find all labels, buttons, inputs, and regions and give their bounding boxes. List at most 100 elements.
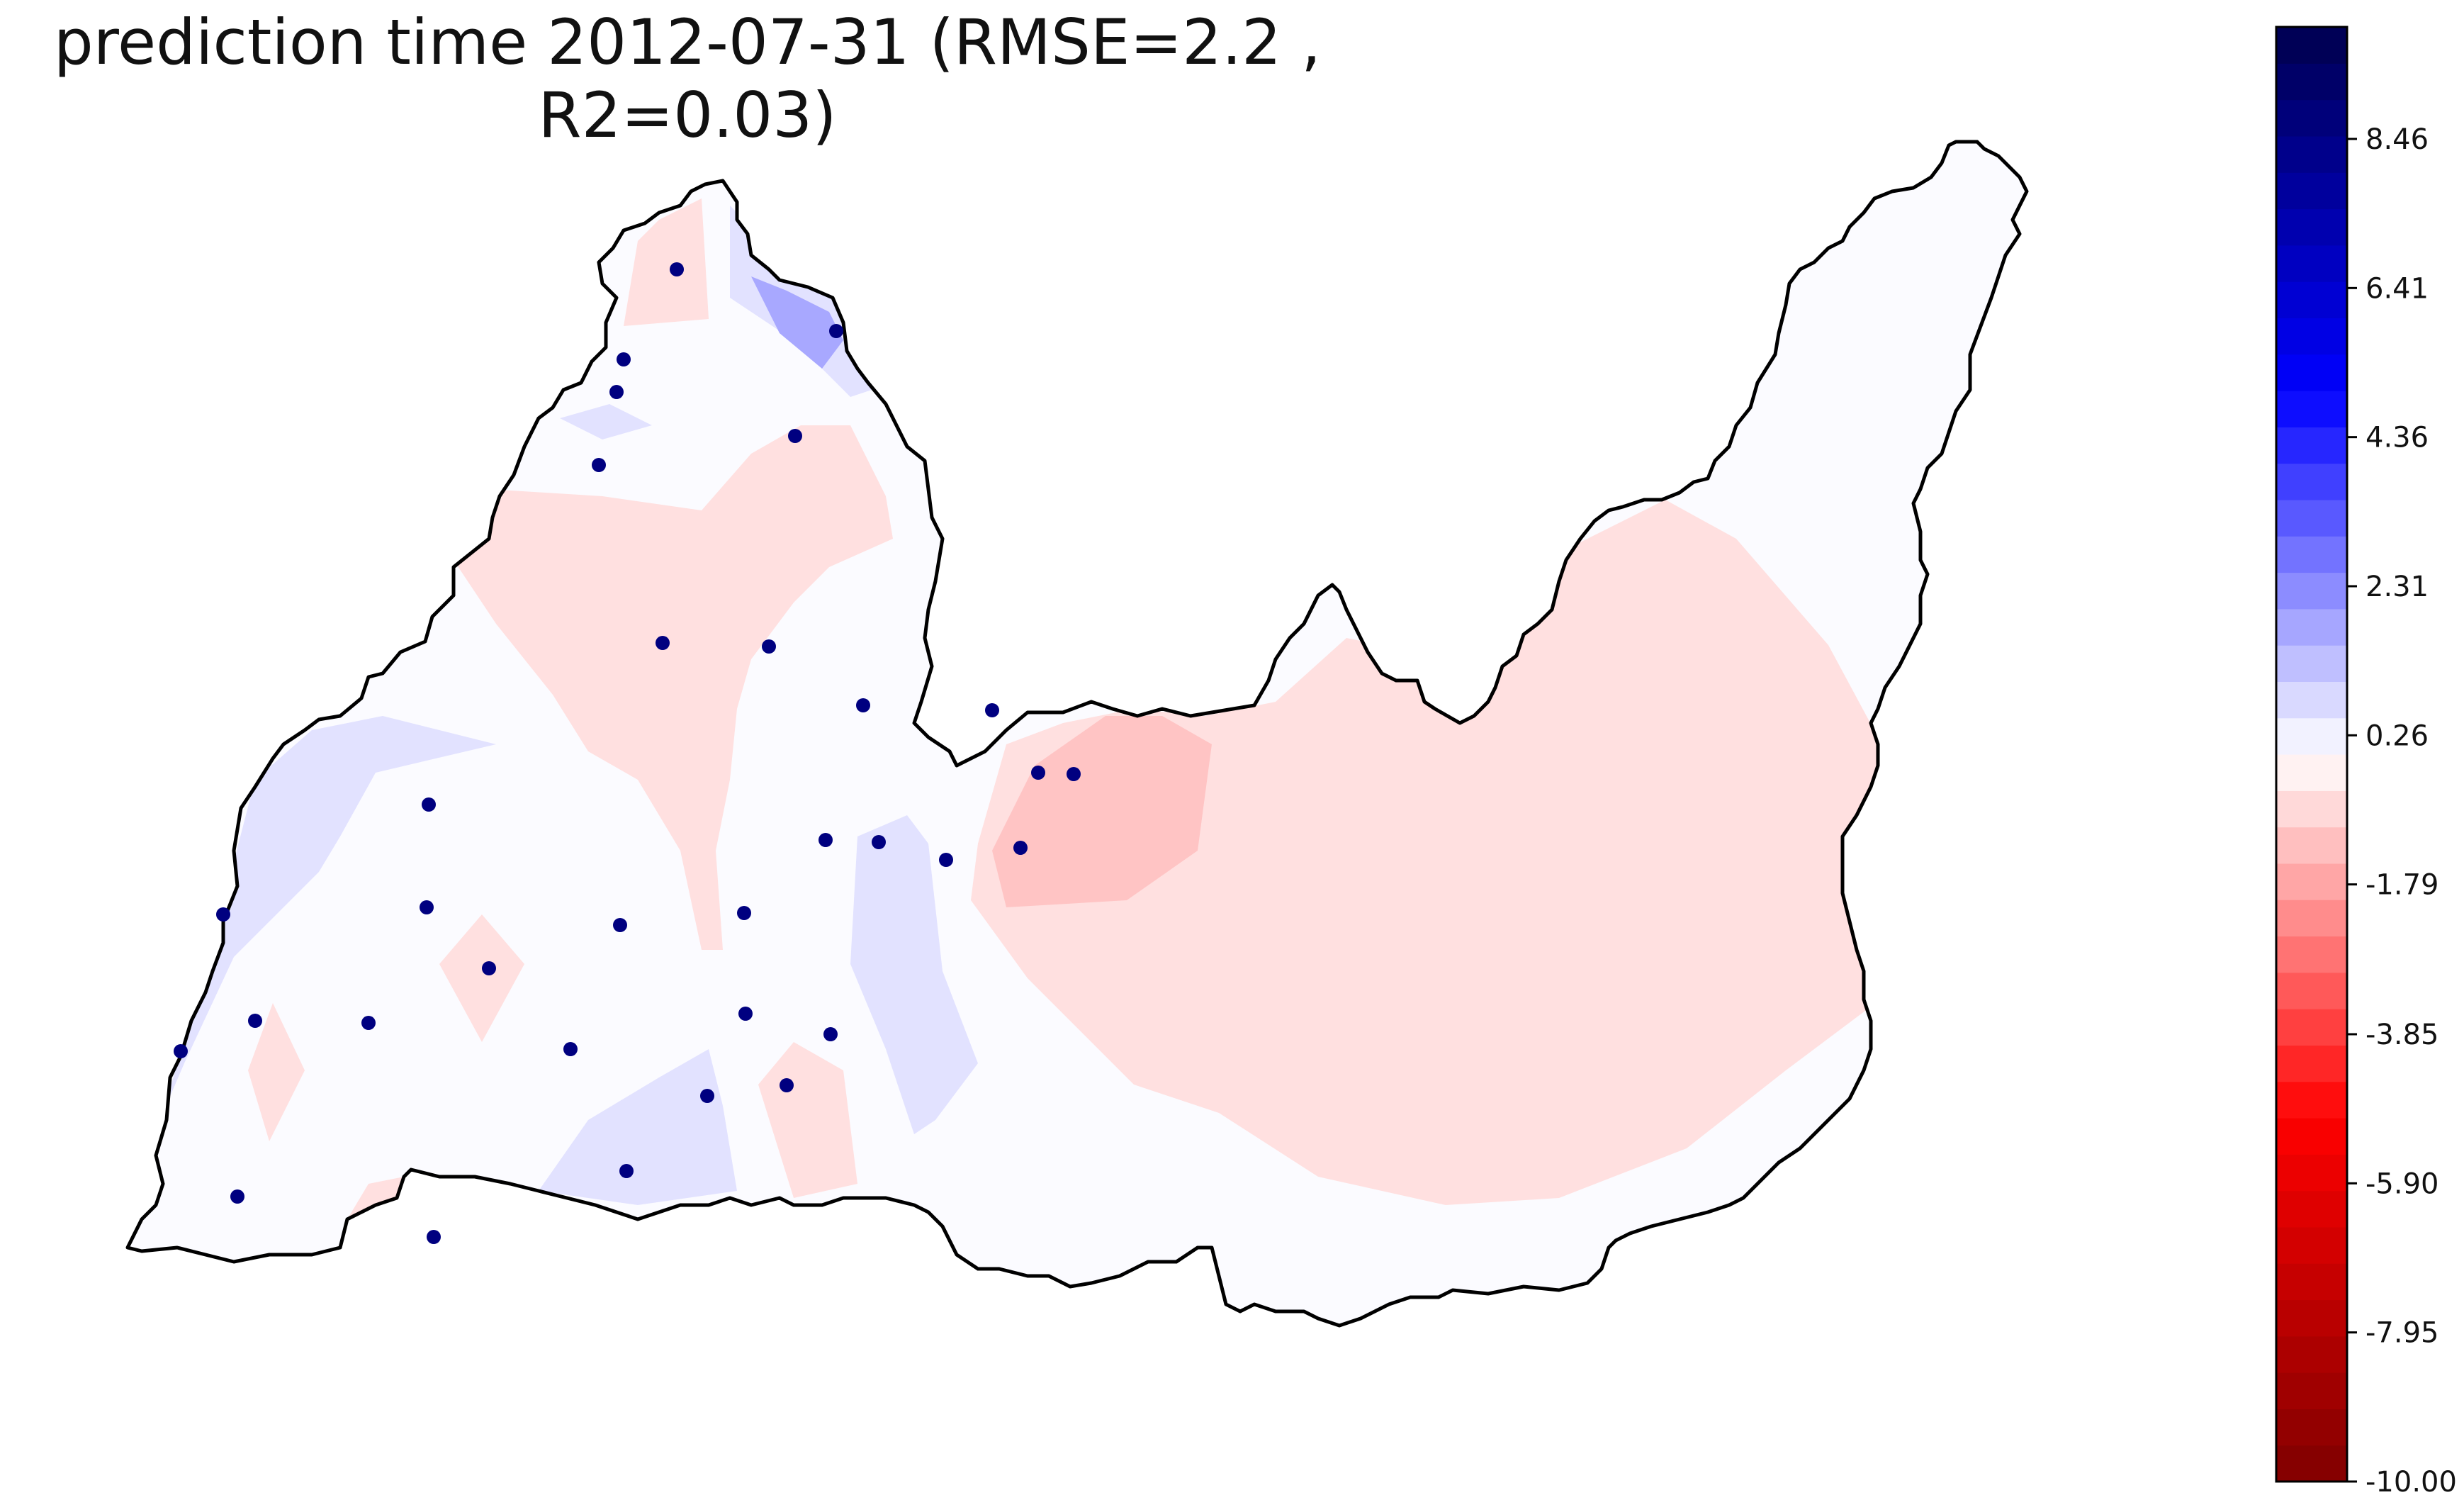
- station-marker: [1013, 841, 1028, 855]
- colorbar-band: [2276, 281, 2347, 318]
- station-markers: [174, 262, 1081, 1244]
- colorbar-band: [2276, 1081, 2347, 1119]
- colorbar-band: [2276, 1372, 2347, 1409]
- station-marker: [613, 918, 627, 932]
- station-marker: [248, 1014, 262, 1028]
- field-patch-sw-red-2: [248, 1003, 305, 1141]
- station-marker: [939, 853, 953, 867]
- colorbar-band: [2276, 27, 2347, 64]
- station-marker: [619, 1164, 634, 1178]
- station-marker: [1067, 767, 1081, 781]
- station-marker: [823, 1027, 838, 1041]
- colorbar-band: [2276, 499, 2347, 537]
- colorbar-band: [2276, 1045, 2347, 1082]
- station-marker: [361, 1016, 376, 1030]
- station-marker: [427, 1230, 441, 1244]
- station-marker: [780, 1078, 794, 1092]
- station-marker: [872, 835, 886, 849]
- colorbar-band: [2276, 63, 2347, 101]
- colorbar-band: [2276, 1445, 2347, 1482]
- station-marker: [422, 797, 436, 812]
- colorbar-band: [2276, 717, 2347, 755]
- station-marker: [617, 352, 631, 366]
- field-patch-bottom-red: [347, 1177, 404, 1219]
- field-patch-top-blue-core: [751, 276, 843, 369]
- station-marker: [563, 1042, 578, 1056]
- colorbar-ticks: 8.46 6.41 4.36 2.31 0.26 -1.79 -3.85 -5.90 -7.95…: [2347, 123, 2457, 1499]
- colorbar-band: [2276, 790, 2347, 828]
- station-marker: [592, 458, 606, 472]
- colorbar: 8.46 6.41 4.36 2.31 0.26 -1.79 -3.85 -5.90 -7.95…: [2275, 26, 2457, 1499]
- colorbar-tick-label: -7.95: [2365, 1317, 2439, 1350]
- station-marker: [482, 961, 496, 975]
- colorbar-band: [2276, 1226, 2347, 1264]
- colorbar-band: [2276, 936, 2347, 973]
- station-marker: [420, 900, 434, 914]
- station-marker: [985, 703, 999, 717]
- station-marker: [788, 429, 802, 443]
- colorbar-band: [2276, 99, 2347, 137]
- colorbar-band: [2276, 391, 2347, 427]
- station-marker: [216, 907, 230, 922]
- colorbar-band: [2276, 645, 2347, 682]
- colorbar-band: [2276, 318, 2347, 355]
- colorbar-frame: [2275, 26, 2348, 1483]
- colorbar-band: [2276, 900, 2347, 937]
- colorbar-band: [2276, 972, 2347, 1009]
- prediction-field: [163, 198, 1878, 1219]
- field-patch-sw-red-1: [439, 914, 524, 1042]
- colorbar-tick-label: -10.00: [2365, 1466, 2457, 1499]
- colorbar-band: [2276, 1409, 2347, 1446]
- colorbar-band: [2276, 427, 2347, 464]
- colorbar-tick-label: 2.31: [2365, 571, 2429, 603]
- station-marker: [737, 906, 751, 920]
- station-marker: [829, 324, 843, 338]
- colorbar-band: [2276, 135, 2347, 173]
- colorbar-band: [2276, 208, 2347, 246]
- field-patch-small-blue-north: [560, 404, 652, 439]
- colorbar-bands: [2276, 27, 2347, 1482]
- station-marker: [818, 833, 833, 847]
- colorbar-tick-label: -3.85: [2365, 1019, 2439, 1051]
- colorbar-band: [2276, 1118, 2347, 1155]
- colorbar-band: [2276, 1299, 2347, 1337]
- field-patch-north-red: [439, 425, 893, 950]
- map-title: prediction time 2012-07-31 (RMSE=2.2 , R…: [53, 6, 1322, 152]
- field-patch-east-red-core: [992, 716, 1212, 907]
- colorbar-tick-label: 0.26: [2365, 719, 2429, 752]
- station-marker: [656, 636, 670, 650]
- field-patch-south-blue: [539, 1049, 737, 1205]
- colorbar-band: [2276, 827, 2347, 864]
- colorbar-band: [2276, 354, 2347, 391]
- station-marker: [230, 1189, 244, 1204]
- colorbar-band: [2276, 536, 2347, 573]
- station-marker: [174, 1044, 188, 1058]
- colorbar-band: [2276, 172, 2347, 210]
- colorbar-band: [2276, 1263, 2347, 1301]
- colorbar-band: [2276, 754, 2347, 791]
- colorbar-band: [2276, 608, 2347, 646]
- colorbar-band: [2276, 245, 2347, 282]
- colorbar-tick-label: -1.79: [2365, 869, 2439, 902]
- colorbar-band: [2276, 463, 2347, 500]
- colorbar-tick-label: 6.41: [2365, 272, 2429, 305]
- colorbar-band: [2276, 1009, 2347, 1046]
- colorbar-band: [2276, 1190, 2347, 1228]
- station-marker: [1031, 766, 1045, 780]
- station-marker: [856, 698, 870, 712]
- colorbar-tick-label: 8.46: [2365, 123, 2429, 156]
- colorbar-tick-label: 4.36: [2365, 422, 2429, 454]
- colorbar-band: [2276, 863, 2347, 900]
- colorbar-band: [2276, 572, 2347, 610]
- colorbar-tick-label: -5.90: [2365, 1167, 2439, 1200]
- station-marker: [700, 1089, 714, 1103]
- field-patch-east-red: [971, 500, 1878, 1205]
- station-marker: [609, 385, 624, 399]
- colorbar-band: [2276, 681, 2347, 719]
- field-patch-west-blue: [163, 716, 496, 1113]
- field-patch-center-blue: [850, 815, 978, 1134]
- colorbar-band: [2276, 1154, 2347, 1192]
- colorbar-band: [2276, 1335, 2347, 1373]
- station-marker: [738, 1007, 753, 1021]
